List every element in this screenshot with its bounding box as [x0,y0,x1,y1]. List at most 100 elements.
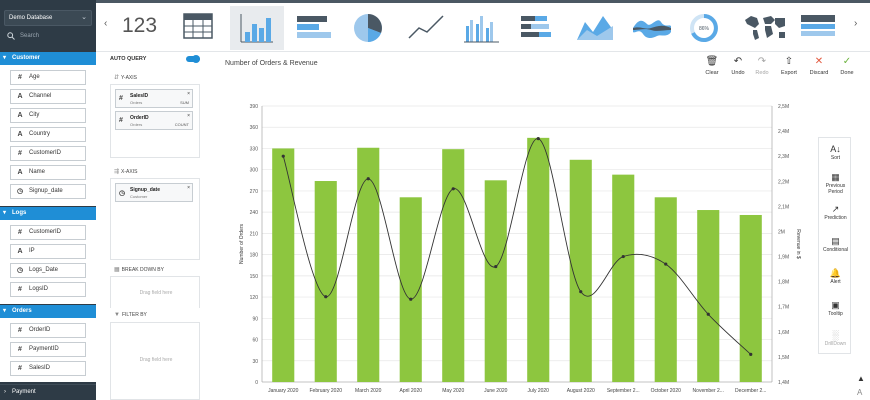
chart-type-area[interactable] [566,6,620,50]
auto-query-toggle[interactable] [186,55,200,63]
y-field-chip[interactable]: # OrderID Orders COUNT × [115,111,193,130]
chart-type-bar[interactable] [230,6,284,50]
alert-tool[interactable]: 🔔 Alert [819,268,852,285]
redo-button[interactable]: ↷ Redo [749,56,775,80]
gauge-chart-icon: 86% [690,14,718,42]
number-type-icon: # [18,286,22,293]
field-country[interactable]: A Country [10,127,86,142]
done-button[interactable]: ✓ Done [834,56,860,80]
chip-aggregation[interactable]: SUM [180,100,189,105]
field-channel[interactable]: A Channel [10,89,86,104]
breakdown-header: ▦ BREAK DOWN BY [114,266,164,273]
field-salesid[interactable]: # SalesID [10,361,86,376]
revenue-point [324,295,328,299]
y-tick-label: 300 [250,168,259,174]
chart-type-pie[interactable] [342,6,396,50]
field-search-input[interactable]: Search [4,30,92,42]
text-type-icon: A [17,248,23,255]
caret-right-icon: › [4,389,6,395]
y2-tick-label: 2M [778,229,785,235]
sort-tool[interactable]: A↓ Sort [819,144,852,161]
field-name[interactable]: A Name [10,165,86,180]
field-customerid[interactable]: # CustomerID [10,146,86,161]
export-button[interactable]: ⇧ Export [776,56,802,80]
y-tick-label: 0 [255,380,258,386]
revenue-point [366,177,370,181]
chip-aggregation[interactable]: COUNT [174,122,189,127]
field-logs-customerid[interactable]: # CustomerID [10,225,86,240]
clear-label: Clear [705,70,719,76]
field-logs-date[interactable]: ◷ Logs_Date [10,263,86,278]
y-tick-label: 270 [250,189,259,195]
calendar-icon: ▦ [831,172,840,182]
field-city[interactable]: A City [10,108,86,123]
field-label: City [29,112,40,118]
chart-type-world-map[interactable] [734,6,788,50]
paint-bucket-icon[interactable]: ▲ [857,374,865,383]
grouped-bar-icon [464,16,499,43]
chart-title[interactable]: Number of Orders & Revenue [225,60,318,67]
chart-type-list-table[interactable] [790,6,844,50]
close-icon[interactable]: × [187,185,190,191]
chart-type-stacked-bar[interactable] [510,6,564,50]
revenue-point [451,187,455,191]
bar [697,210,720,382]
conditional-label: Conditional [822,247,849,253]
chart-type-stream[interactable] [622,6,676,50]
section-label: Customer [12,55,41,61]
field-orderid[interactable]: # OrderID [10,323,86,338]
field-age[interactable]: # Age [10,70,86,85]
chart-type-horizontal-bar[interactable] [286,6,340,50]
breakdown-dropzone[interactable]: Drag field here [110,276,200,310]
field-paymentid[interactable]: # PaymentID [10,342,86,357]
section-orders[interactable]: ▾ Orders [0,305,96,318]
database-select[interactable]: Demo Database ⌄ [4,10,92,26]
y-tick-label: 210 [250,231,259,237]
x-tick-label: March 2020 [355,388,382,394]
clear-button[interactable]: 🗑 Clear [699,56,725,80]
field-logsid[interactable]: # LogsID [10,282,86,297]
conditional-icon: ▤ [831,236,840,246]
text-type-icon: A [17,131,23,138]
undo-button[interactable]: ↶ Undo [725,56,751,80]
gauge-value: 86% [699,26,710,32]
close-icon[interactable]: × [187,91,190,97]
field-sidebar: Demo Database ⌄ Search ▾ Customer # Age A… [0,0,96,400]
chart-type-gauge[interactable]: 86% [678,6,732,50]
chart-type-grouped-bar[interactable] [454,6,508,50]
section-customer[interactable]: ▾ Customer [0,52,96,65]
tooltip-tool[interactable]: ▣ Tooltip [819,300,852,317]
drilldown-tool[interactable]: ░ DrillDown [819,330,852,347]
field-ip[interactable]: A IP [10,244,86,259]
filter-dropzone[interactable]: Drag field here [110,322,200,400]
field-signup-date[interactable]: ◷ Signup_date [10,184,86,199]
breakdown-label: BREAK DOWN BY [121,267,164,273]
prediction-tool[interactable]: ↗ Prediction [819,204,852,221]
chart-type-line[interactable] [398,6,452,50]
section-logs[interactable]: ▾ Logs [0,207,96,220]
x-axis-dropzone[interactable]: ◷ Signup_date Customer × [110,178,200,260]
stacked-bar-icon [521,16,551,37]
y-axis-dropzone[interactable]: # SalesID Orders SUM × # OrderID Orders … [110,84,200,158]
chip-field-source: Customer [130,194,148,199]
section-payment[interactable]: › Payment [0,384,96,400]
chart-type-table[interactable] [174,6,228,50]
scroll-right-icon[interactable]: › [854,18,858,29]
field-label: SalesID [29,365,51,371]
font-icon[interactable]: A [857,388,863,397]
discard-button[interactable]: ✕ Discard [806,56,832,80]
y2-tick-label: 1,4M [778,380,789,386]
bar [527,137,550,382]
conditional-tool[interactable]: ▤ Conditional [819,236,852,253]
x-field-chip[interactable]: ◷ Signup_date Customer × [115,183,193,202]
scroll-left-icon[interactable]: ‹ [104,18,108,29]
y-field-chip[interactable]: # SalesID Orders SUM × [115,89,193,108]
previous-period-tool[interactable]: ▦ Previous Period [819,172,852,195]
bar-chart-icon [240,14,273,43]
close-icon[interactable]: × [187,113,190,119]
chart-type-number[interactable]: 123 [118,6,172,50]
chevron-down-icon: ⌄ [81,14,87,21]
y-axis-title: Number of Orders [239,223,245,264]
horizontal-bar-icon [297,16,331,38]
